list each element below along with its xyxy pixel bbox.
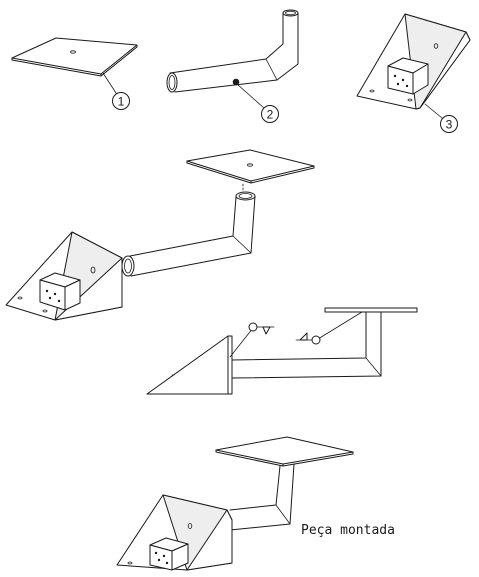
svg-text:1: 1 — [118, 95, 125, 109]
callout-1: 1 — [103, 73, 130, 110]
part-2-bent-tube — [167, 10, 298, 92]
part-3-wedge-box — [357, 14, 470, 109]
svg-text:3: 3 — [446, 118, 453, 132]
assembled-part — [117, 437, 353, 570]
svg-text:2: 2 — [267, 108, 274, 122]
exploded-assembly — [6, 150, 314, 320]
caption-assembled-part: Peça montada — [301, 523, 395, 538]
callout-3: 3 — [425, 104, 458, 133]
part-1-plate — [12, 38, 137, 76]
side-view-weld — [147, 308, 417, 394]
callout-2: 2 — [237, 84, 279, 123]
